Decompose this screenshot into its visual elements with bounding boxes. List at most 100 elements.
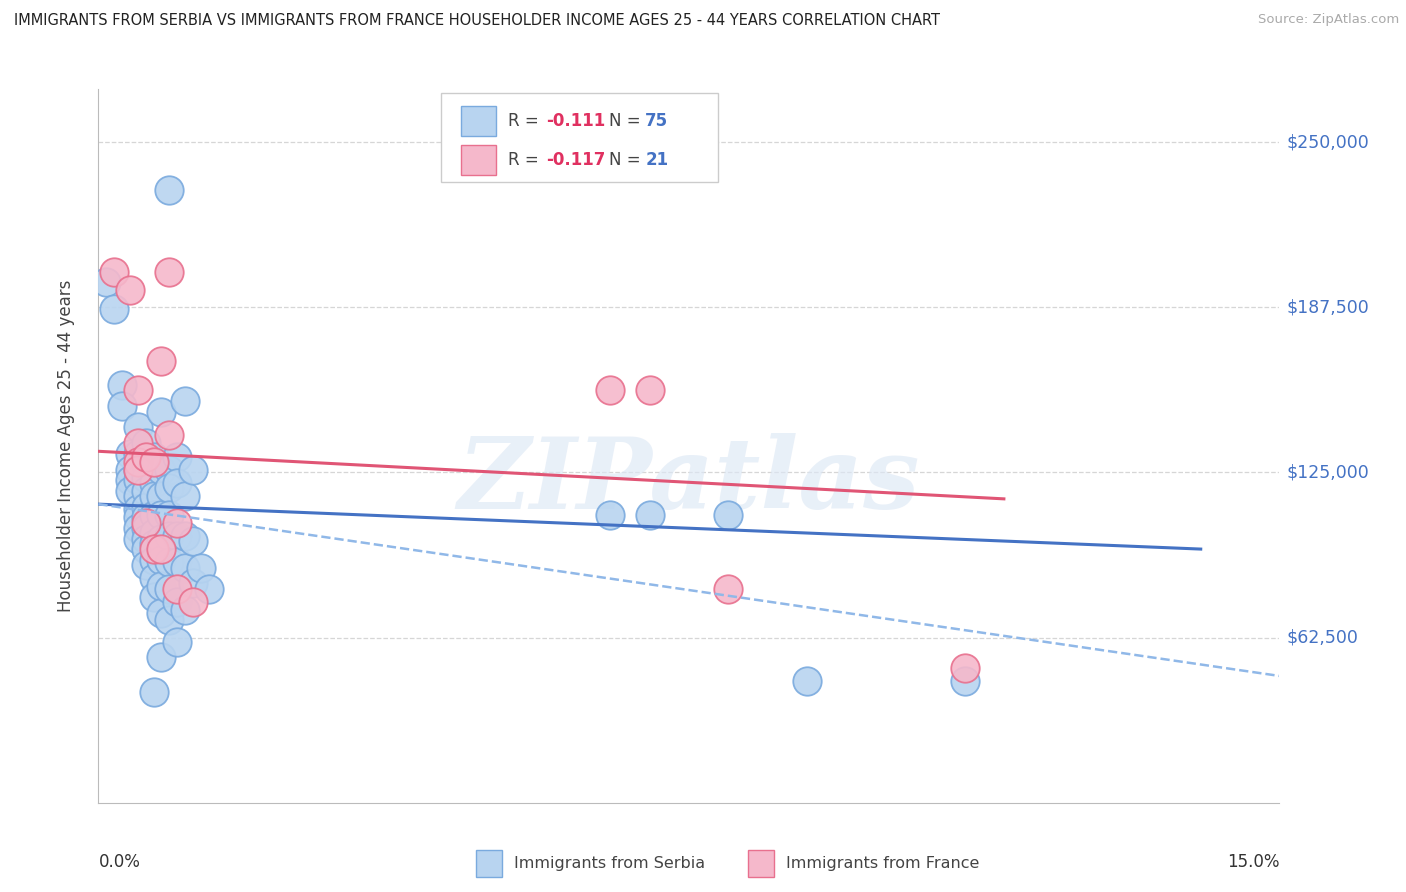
Point: [166, 475, 188, 490]
Point: [150, 508, 173, 522]
Point: [127, 436, 149, 450]
Point: [135, 532, 157, 546]
FancyBboxPatch shape: [461, 145, 496, 176]
Point: [157, 428, 180, 442]
Point: [197, 582, 219, 596]
Point: [599, 384, 621, 398]
Point: [127, 463, 149, 477]
Text: $125,000: $125,000: [1286, 464, 1369, 482]
Point: [127, 455, 149, 469]
FancyBboxPatch shape: [748, 850, 773, 877]
Point: [135, 471, 157, 485]
Point: [142, 685, 165, 699]
Point: [135, 483, 157, 498]
Point: [142, 475, 165, 490]
Point: [118, 283, 141, 297]
FancyBboxPatch shape: [461, 106, 496, 136]
Point: [135, 521, 157, 535]
Text: R =: R =: [508, 112, 544, 130]
Point: [157, 508, 180, 522]
Text: ZIPatlas: ZIPatlas: [458, 434, 920, 530]
Point: [150, 404, 173, 418]
Point: [111, 400, 134, 414]
Text: R =: R =: [508, 152, 544, 169]
Point: [118, 463, 141, 477]
Point: [127, 447, 149, 461]
Point: [174, 603, 197, 617]
Point: [103, 264, 125, 278]
FancyBboxPatch shape: [441, 93, 718, 182]
Point: [174, 529, 197, 543]
Point: [150, 354, 173, 368]
Point: [127, 384, 149, 398]
Point: [142, 450, 165, 464]
Point: [135, 516, 157, 530]
Point: [127, 502, 149, 516]
Point: [796, 674, 818, 689]
Point: [142, 552, 165, 566]
Point: [142, 537, 165, 551]
Text: Immigrants from France: Immigrants from France: [786, 856, 979, 871]
Point: [127, 474, 149, 488]
Text: 0.0%: 0.0%: [98, 853, 141, 871]
Point: [157, 614, 180, 628]
Point: [150, 489, 173, 503]
Point: [135, 542, 157, 557]
Text: -0.117: -0.117: [546, 152, 606, 169]
Point: [953, 674, 976, 689]
Y-axis label: Householder Income Ages 25 - 44 years: Householder Income Ages 25 - 44 years: [56, 280, 75, 612]
Point: [118, 474, 141, 488]
Point: [166, 450, 188, 464]
Point: [190, 560, 212, 574]
Point: [118, 447, 141, 461]
Point: [157, 555, 180, 569]
Point: [157, 264, 180, 278]
Text: N =: N =: [609, 112, 645, 130]
Point: [118, 483, 141, 498]
Point: [717, 508, 740, 522]
Point: [135, 500, 157, 514]
Text: Source: ZipAtlas.com: Source: ZipAtlas.com: [1258, 13, 1399, 27]
Point: [599, 508, 621, 522]
Point: [174, 560, 197, 574]
Text: $187,500: $187,500: [1286, 298, 1369, 317]
Point: [157, 529, 180, 543]
Text: N =: N =: [609, 152, 645, 169]
Point: [150, 606, 173, 620]
Point: [142, 489, 165, 503]
Point: [135, 558, 157, 572]
Point: [166, 555, 188, 569]
Point: [142, 526, 165, 541]
Point: [150, 532, 173, 546]
Text: 21: 21: [645, 152, 668, 169]
Point: [135, 458, 157, 472]
Point: [150, 463, 173, 477]
Text: Immigrants from Serbia: Immigrants from Serbia: [515, 856, 706, 871]
Point: [166, 634, 188, 648]
Point: [181, 534, 204, 549]
Point: [142, 508, 165, 522]
Point: [96, 275, 118, 289]
Point: [157, 183, 180, 197]
Text: -0.111: -0.111: [546, 112, 606, 130]
Point: [142, 571, 165, 585]
Point: [166, 582, 188, 596]
Text: $62,500: $62,500: [1286, 629, 1358, 647]
Point: [127, 510, 149, 524]
Text: 75: 75: [645, 112, 668, 130]
Point: [127, 420, 149, 434]
Point: [181, 576, 204, 591]
Point: [150, 579, 173, 593]
Point: [103, 301, 125, 316]
Point: [135, 436, 157, 450]
Point: [142, 455, 165, 469]
Point: [157, 582, 180, 596]
Text: $250,000: $250,000: [1286, 133, 1369, 151]
Point: [174, 489, 197, 503]
Point: [166, 529, 188, 543]
Point: [135, 510, 157, 524]
Text: 15.0%: 15.0%: [1227, 853, 1279, 871]
Point: [166, 595, 188, 609]
Point: [181, 595, 204, 609]
Point: [157, 481, 180, 495]
